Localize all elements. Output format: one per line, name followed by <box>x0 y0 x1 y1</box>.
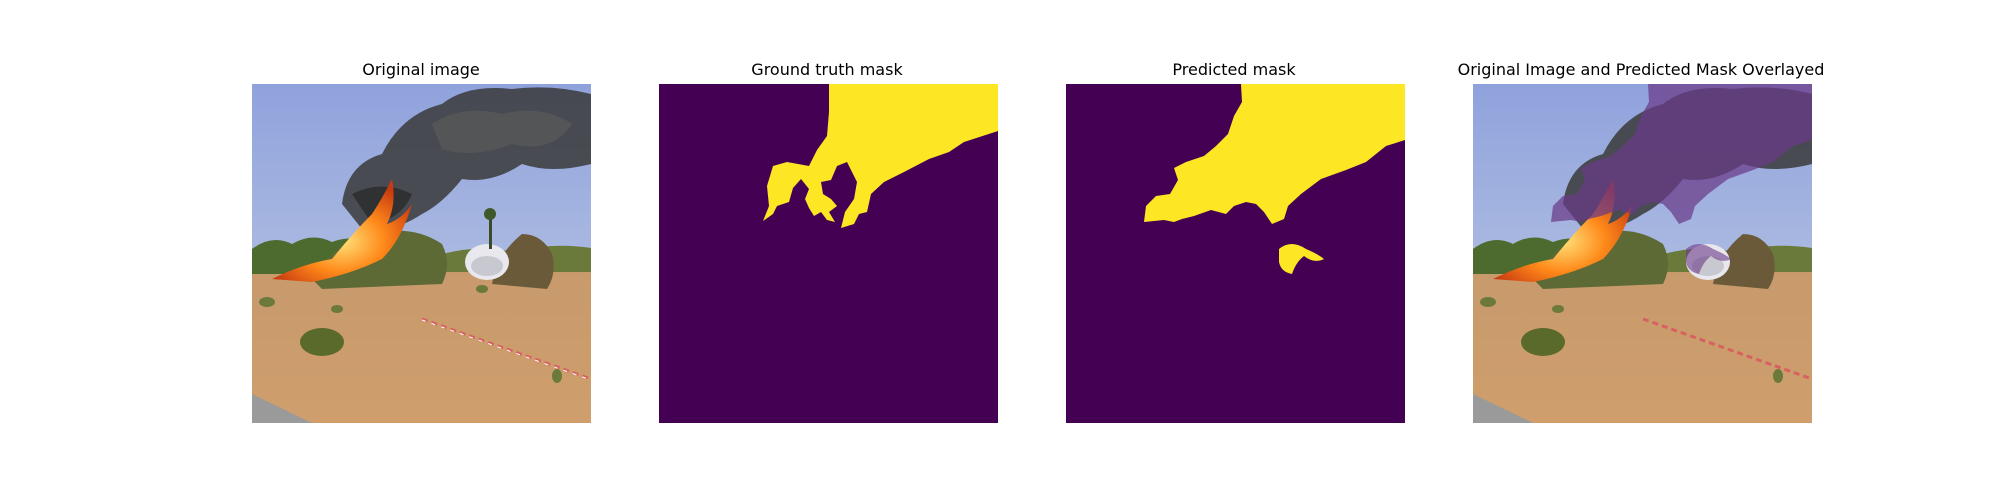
overlay-image <box>1473 84 1812 423</box>
panel-title-original: Original image <box>362 60 480 79</box>
panel-title-predicted: Predicted mask <box>1172 60 1296 79</box>
ground-truth-mask <box>659 84 998 423</box>
panel-title-overlay: Original Image and Predicted Mask Overla… <box>1457 60 1825 79</box>
predicted-mask <box>1066 84 1405 423</box>
panel-title-ground-truth: Ground truth mask <box>751 60 903 79</box>
original-image <box>252 84 591 423</box>
